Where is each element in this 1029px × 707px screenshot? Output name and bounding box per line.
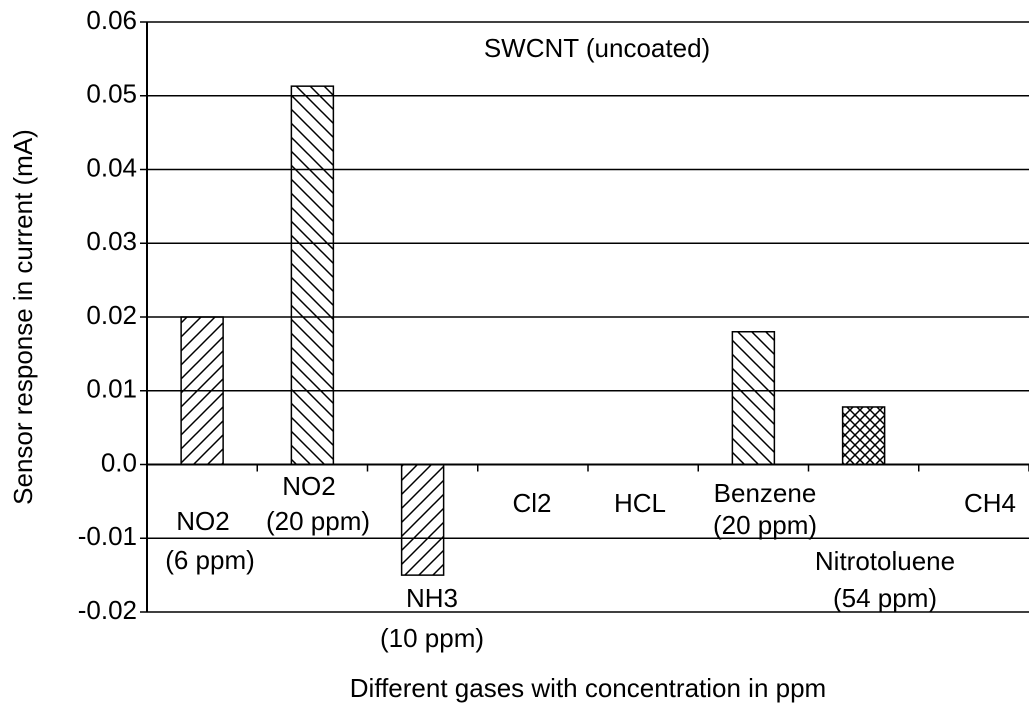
x-tick-label: (54 ppm) <box>833 583 937 613</box>
bar <box>180 316 224 466</box>
y-tick-label: -0.01 <box>78 521 137 551</box>
y-tick-label: 0.01 <box>86 374 137 404</box>
bar <box>400 463 445 576</box>
y-axis-label: Sensor response in current (mA) <box>8 129 38 505</box>
y-tick-label: 0.02 <box>86 300 137 330</box>
x-tick-label: (20 ppm) <box>266 506 370 536</box>
x-tick-label: CH4 <box>964 488 1016 518</box>
y-tick-label: 0.04 <box>86 152 137 182</box>
bar <box>290 85 335 466</box>
x-tick-label: HCL <box>614 488 666 518</box>
y-tick-label: 0.06 <box>86 5 137 35</box>
y-tick-label: -0.02 <box>78 595 137 625</box>
y-tick-label: 0.03 <box>86 226 137 256</box>
y-tick-label: 0.0 <box>101 447 137 477</box>
x-tick-label: (6 ppm) <box>165 545 255 575</box>
x-tick-label: (10 ppm) <box>380 623 484 653</box>
x-tick-label: Benzene <box>714 478 817 508</box>
bar <box>841 406 886 466</box>
x-tick-label: NH3 <box>406 583 458 613</box>
x-tick-label: (20 ppm) <box>713 510 817 540</box>
x-tick-label: Nitrotoluene <box>815 546 955 576</box>
x-tick-label: Cl2 <box>512 488 551 518</box>
y-tick-label: 0.05 <box>86 79 137 109</box>
chart-title: SWCNT (uncoated) <box>484 33 710 63</box>
x-tick-label: NO2 <box>282 471 335 501</box>
bar <box>731 331 776 466</box>
x-axis-label: Different gases with concentration in pp… <box>350 673 826 703</box>
x-tick-label: NO2 <box>176 506 229 536</box>
